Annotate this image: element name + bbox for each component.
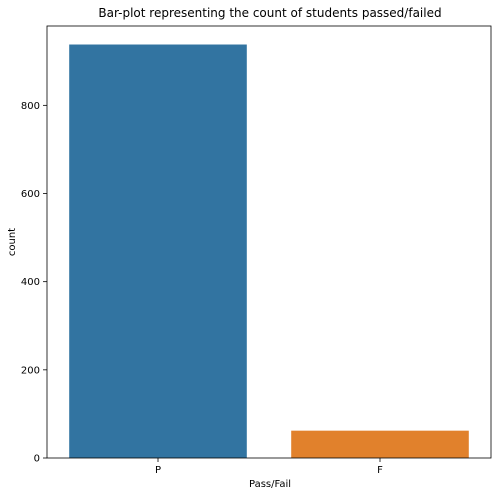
bar-f [291,430,469,458]
y-tick-label: 400 [21,277,40,288]
y-tick-label: 600 [21,189,40,200]
x-tick-label: P [155,465,161,476]
y-tick-label: 0 [34,454,40,465]
plot-frame [46,25,492,459]
chart-title: Bar-plot representing the count of stude… [98,6,441,20]
bar-p [69,44,247,459]
bars-layer [69,44,469,459]
y-tick-label: 800 [21,101,40,112]
y-axis-ticks: 0 200 400 600 800 [21,101,47,465]
y-axis-title: count [7,228,18,256]
x-tick-label: F [377,465,383,476]
x-axis-title: Pass/Fail [249,479,291,490]
y-tick-label: 200 [21,365,40,376]
